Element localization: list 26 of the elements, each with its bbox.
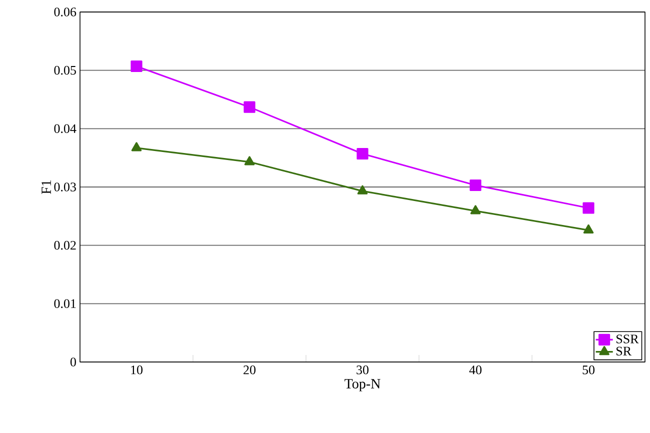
legend-label: SSR <box>616 334 639 344</box>
point <box>356 148 368 160</box>
y-tick-label: 0.02 <box>54 240 76 250</box>
x-tick-label: 50 <box>582 366 594 374</box>
point <box>131 142 142 152</box>
x-tick-label: 10 <box>131 366 143 374</box>
x-axis-title: Top-N <box>344 379 380 392</box>
y-tick-label: 0.01 <box>54 299 76 308</box>
point <box>582 202 594 214</box>
y-tick-label: 0.05 <box>54 66 76 75</box>
y-tick-label: 0.04 <box>54 124 76 134</box>
point <box>244 101 256 113</box>
y-tick-label: 0 <box>70 358 76 366</box>
x-tick-label: 40 <box>469 366 482 374</box>
point <box>357 185 368 194</box>
y-tick-label: 0.06 <box>54 8 76 16</box>
point <box>583 224 594 234</box>
point <box>244 156 255 166</box>
point <box>130 60 142 72</box>
y-axis-title: F1 <box>42 180 51 194</box>
point <box>470 205 481 214</box>
y-tick-label: 0.03 <box>54 182 76 192</box>
point <box>470 179 482 192</box>
x-tick-label: 30 <box>356 366 369 374</box>
legend-label: SR <box>616 346 632 356</box>
x-tick-label: 20 <box>244 366 256 374</box>
